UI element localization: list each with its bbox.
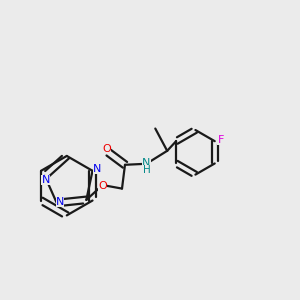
- Text: O: O: [102, 144, 111, 154]
- Text: F: F: [218, 135, 224, 145]
- Text: N: N: [93, 164, 101, 174]
- Text: O: O: [98, 181, 107, 190]
- Text: N: N: [56, 197, 64, 207]
- Text: N: N: [142, 158, 151, 168]
- Text: N: N: [41, 175, 50, 185]
- Text: H: H: [143, 165, 151, 175]
